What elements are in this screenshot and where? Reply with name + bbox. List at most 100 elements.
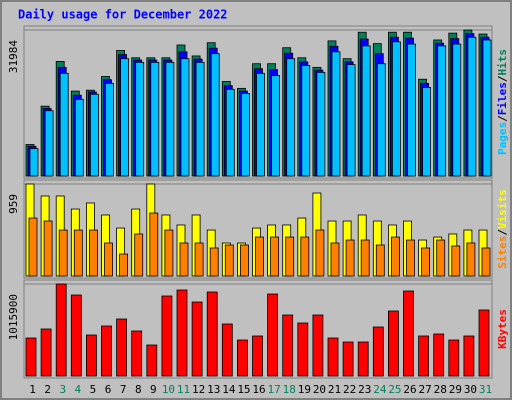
x-tick-label: 29 <box>449 383 462 396</box>
legend-entry: Files <box>496 82 509 115</box>
bar <box>134 233 144 277</box>
bar <box>301 65 311 177</box>
bar <box>372 326 384 377</box>
bar <box>316 71 326 177</box>
x-tick-label: 9 <box>150 383 157 396</box>
x-tick-label: 22 <box>343 383 356 396</box>
bar <box>40 328 52 377</box>
bar <box>255 236 264 277</box>
bar <box>58 229 68 277</box>
legend-entry: Hits <box>496 49 509 76</box>
bar <box>191 301 203 377</box>
bar <box>390 236 400 277</box>
x-tick-label: 7 <box>120 383 127 396</box>
x-tick-label: 5 <box>90 383 97 396</box>
y-tick-label: 1015900 <box>7 294 20 340</box>
x-tick-label: 20 <box>313 383 326 396</box>
bar <box>481 247 491 277</box>
bar <box>466 242 476 277</box>
bar <box>406 239 415 277</box>
bar <box>176 289 188 377</box>
bar <box>146 344 158 377</box>
bar <box>55 283 67 377</box>
bar <box>271 75 281 177</box>
bar <box>478 309 490 377</box>
bar <box>195 61 205 177</box>
x-tick-label: 1 <box>29 383 36 396</box>
legend: Sites/Visits <box>496 189 509 269</box>
bar <box>101 325 112 377</box>
bar <box>74 98 84 177</box>
bar <box>252 335 263 377</box>
bar <box>467 36 477 177</box>
bar <box>315 229 325 277</box>
bar <box>209 247 219 277</box>
bar <box>342 341 354 377</box>
x-tick-label: 12 <box>192 383 205 396</box>
bar <box>346 64 356 177</box>
x-tick-label: 31 <box>479 383 492 396</box>
bar <box>286 58 296 177</box>
x-tick-label: 27 <box>419 383 432 396</box>
bar <box>90 93 99 177</box>
bar <box>86 334 97 377</box>
bar <box>150 61 160 177</box>
bar <box>361 45 371 177</box>
bar <box>43 220 53 277</box>
bar <box>149 212 159 277</box>
legend-entry: Pages <box>496 122 509 155</box>
bar <box>29 148 39 177</box>
bar <box>463 335 475 377</box>
x-tick-label: 13 <box>207 383 220 396</box>
x-tick-label: 15 <box>237 383 250 396</box>
x-tick-label: 18 <box>283 383 296 396</box>
bar <box>285 236 295 277</box>
x-tick-label: 16 <box>252 383 265 396</box>
legend-entry: Sites <box>496 236 509 269</box>
bar <box>437 45 447 177</box>
bar <box>116 318 127 377</box>
legend-separator: / <box>496 75 509 82</box>
bar <box>418 335 430 377</box>
bar <box>436 239 446 277</box>
y-tick-label: 31984 <box>7 40 20 73</box>
bar <box>25 337 37 377</box>
bar <box>206 291 218 377</box>
x-tick-label: 24 <box>373 383 387 396</box>
bar <box>300 236 310 277</box>
bar <box>44 110 54 177</box>
bar <box>89 229 98 277</box>
bar <box>433 333 445 377</box>
bar <box>239 244 249 277</box>
x-tick-label: 14 <box>222 383 236 396</box>
legend-entry: Visits <box>496 189 509 229</box>
bar <box>180 58 190 177</box>
bar <box>105 82 114 177</box>
bar <box>73 229 83 277</box>
bar <box>327 337 339 377</box>
bar <box>119 253 128 277</box>
legend-separator: / <box>496 229 509 236</box>
x-tick-label: 3 <box>59 383 66 396</box>
bar <box>70 294 82 377</box>
bar <box>28 217 38 277</box>
bar <box>360 239 370 277</box>
bar <box>330 242 340 277</box>
bar <box>256 72 265 177</box>
bar <box>161 295 173 377</box>
x-tick-label: 26 <box>403 383 416 396</box>
bar <box>451 245 461 277</box>
bar <box>421 247 431 277</box>
title: Daily usage for December 2022 <box>18 8 228 22</box>
bar <box>482 39 492 177</box>
bar <box>131 330 143 377</box>
bar <box>267 293 279 377</box>
x-tick-label: 8 <box>135 383 142 396</box>
x-tick-label: 10 <box>162 383 175 396</box>
bar <box>194 242 204 277</box>
bar <box>135 61 145 177</box>
bar <box>312 314 324 377</box>
x-tick-label: 19 <box>298 383 311 396</box>
